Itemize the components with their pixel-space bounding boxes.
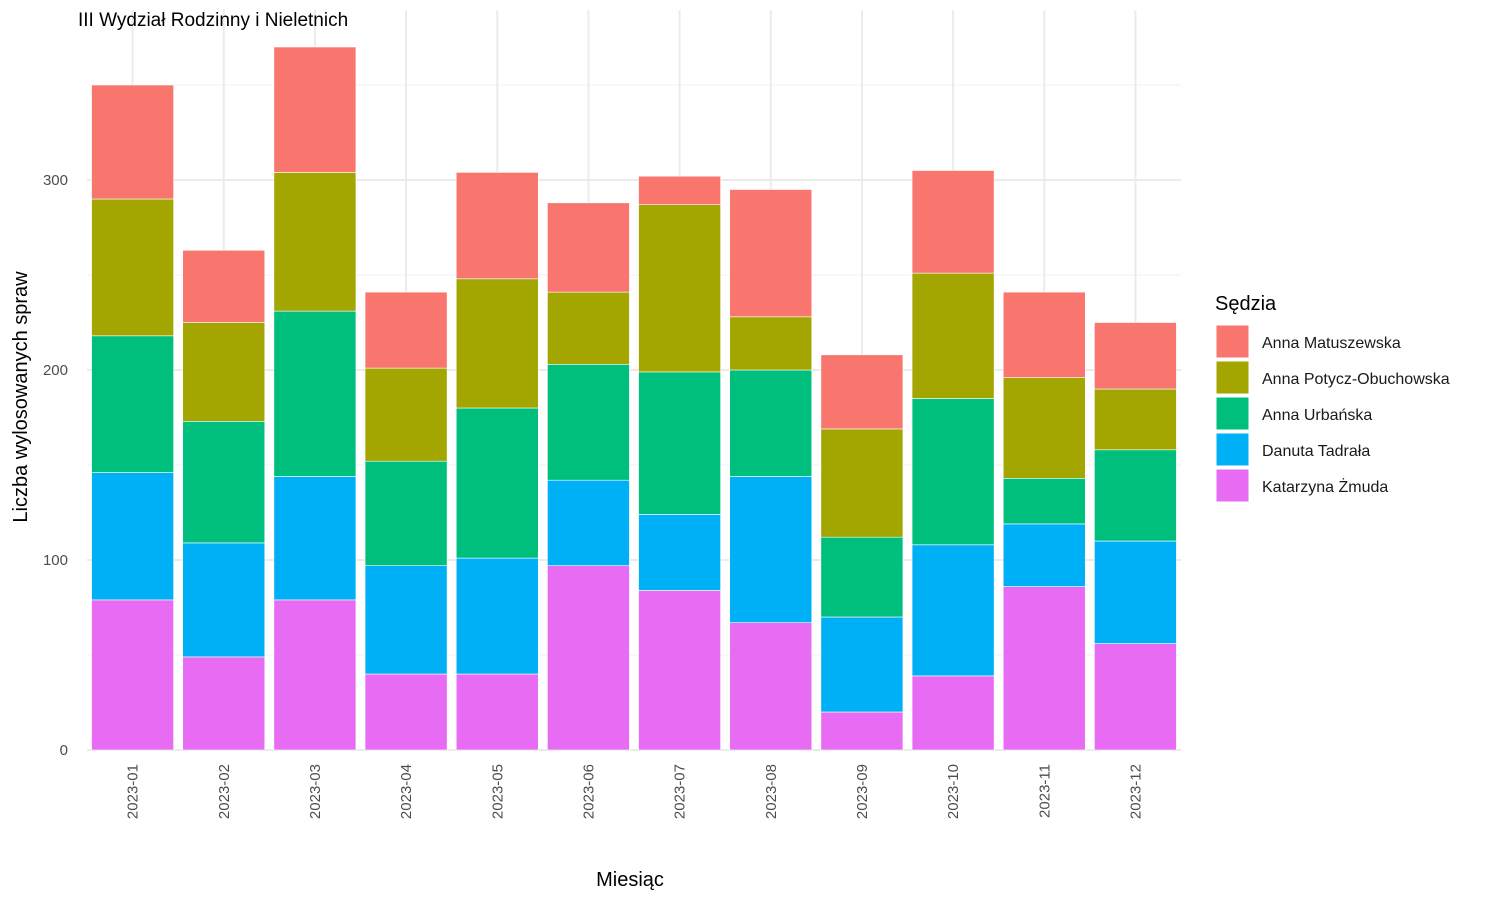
legend-swatch (1215, 432, 1250, 467)
bar-segment (273, 599, 357, 751)
legend-swatch (1215, 396, 1250, 431)
legend-title: Sędzia (1215, 293, 1277, 315)
bar-segment (91, 335, 174, 473)
bar-segment (182, 420, 266, 544)
bar-segment (820, 616, 904, 713)
y-tick-label: 100 (43, 552, 68, 569)
x-tick-label: 2023-07 (672, 764, 689, 819)
chart-title: III Wydział Rodzinny i Nieletnich (78, 10, 348, 31)
bar-segment (364, 367, 448, 462)
bar-segment (182, 542, 266, 658)
bar-segment (1002, 291, 1086, 378)
bar-segment (455, 557, 539, 675)
y-tick-label: 200 (43, 362, 68, 379)
bar-segment (455, 172, 539, 280)
bar-segment (911, 675, 995, 751)
y-tick-label: 300 (43, 172, 68, 189)
bar-segment (911, 272, 995, 399)
y-tick-label: 0 (60, 742, 68, 759)
bar-segment (729, 316, 813, 371)
y-axis-title: Liczba wylosowanych spraw (10, 271, 32, 523)
bar-segment (820, 711, 904, 751)
bar-segment (547, 202, 630, 293)
bar-segment (273, 172, 357, 312)
bar-segment (638, 204, 721, 373)
bar-segment (91, 84, 174, 200)
x-tick-label: 2023-10 (945, 764, 962, 819)
x-tick-label: 2023-09 (854, 764, 871, 819)
bars-layer (91, 46, 1177, 751)
bar-segment (364, 460, 448, 567)
legend-label: Anna Urbańska (1262, 407, 1372, 424)
legend-swatch (1215, 324, 1250, 359)
legend-swatch (1215, 468, 1250, 503)
bar-segment (729, 476, 813, 623)
bar-segment (364, 291, 448, 369)
bar-segment (364, 565, 448, 675)
bar-segment (638, 514, 721, 591)
bar-segment (1094, 449, 1177, 542)
bar-segment (1002, 586, 1086, 751)
bar-segment (547, 363, 630, 481)
x-axis-ticks: 2023-01 2023-02 2023-03 2023-04 2023-05 2023-… (125, 764, 1145, 819)
bar-segment (638, 175, 721, 205)
bar-segment (729, 622, 813, 751)
bar-segment (911, 544, 995, 677)
bar-segment (820, 428, 904, 538)
x-tick-label: 2023-03 (307, 764, 324, 819)
legend-label: Anna Potycz-Obuchowska (1262, 371, 1450, 388)
legend-label: Anna Matuszewska (1262, 335, 1401, 352)
bar-segment (911, 170, 995, 274)
bar-segment (1002, 477, 1086, 525)
bar-segment (820, 354, 904, 430)
x-tick-label: 2023-08 (763, 764, 780, 819)
bar-segment (911, 398, 995, 546)
legend-label: Danuta Tadrała (1262, 443, 1370, 460)
bar-segment (455, 673, 539, 751)
legend-label: Katarzyna Żmuda (1262, 477, 1388, 496)
bar-segment (547, 479, 630, 567)
bar-segment (182, 322, 266, 422)
bar-segment (455, 278, 539, 409)
x-tick-label: 2023-04 (398, 764, 415, 819)
x-tick-label: 2023-05 (489, 764, 506, 819)
bar-segment (91, 198, 174, 337)
x-axis-title: Miesiąc (596, 869, 664, 891)
bar-segment (273, 310, 357, 477)
bar-segment (455, 407, 539, 559)
x-tick-label: 2023-02 (216, 764, 233, 819)
bar-segment (364, 673, 448, 751)
bar-segment (91, 472, 174, 601)
bar-segment (547, 565, 630, 751)
bar-segment (1002, 523, 1086, 587)
bar-segment (273, 476, 357, 601)
bar-segment (820, 536, 904, 618)
bar-segment (1094, 643, 1177, 751)
bar-segment (1094, 322, 1177, 390)
x-tick-label: 2023-12 (1127, 764, 1144, 819)
legend: Sędzia Anna Matuszewska Anna Potycz-Obuch… (1215, 293, 1450, 503)
bar-segment (1094, 540, 1177, 644)
bar-segment (729, 369, 813, 477)
bar-segment (1002, 377, 1086, 479)
bar-segment (91, 599, 174, 751)
bar-segment (547, 291, 630, 365)
bar-segment (638, 371, 721, 515)
x-tick-label: 2023-01 (125, 764, 142, 819)
x-tick-label: 2023-06 (580, 764, 597, 819)
bar-segment (1094, 388, 1177, 451)
y-axis-ticks: 0 100 200 300 (43, 172, 68, 759)
bar-segment (729, 189, 813, 318)
legend-items: Anna Matuszewska Anna Potycz-Obuchowska An… (1215, 324, 1450, 503)
bar-segment (182, 250, 266, 323)
bar-segment (182, 656, 266, 751)
bar-segment (638, 590, 721, 751)
x-tick-label: 2023-11 (1036, 764, 1053, 818)
legend-swatch (1215, 360, 1250, 395)
bar-segment (273, 46, 357, 173)
